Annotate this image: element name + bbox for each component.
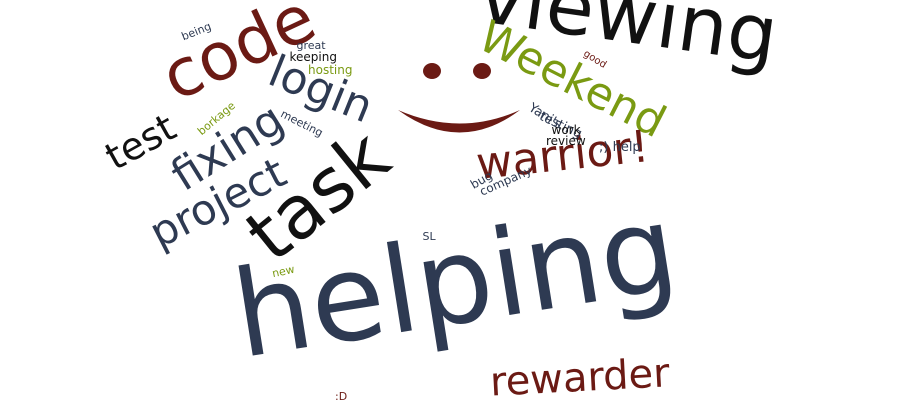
word-new: new: [270, 262, 296, 280]
word-hosting: hosting: [308, 63, 353, 77]
word-review: review: [546, 134, 586, 148]
word-sl: SL: [422, 229, 436, 243]
word-work: work: [551, 123, 581, 137]
word-great: great: [296, 38, 326, 52]
word-rewarder: rewarder: [488, 350, 671, 400]
word-big-grin: :D: [335, 389, 348, 400]
word-wink-help: ;) help: [599, 139, 641, 155]
word-keeping: keeping: [289, 50, 337, 64]
smiley-face-icon: [398, 63, 520, 133]
